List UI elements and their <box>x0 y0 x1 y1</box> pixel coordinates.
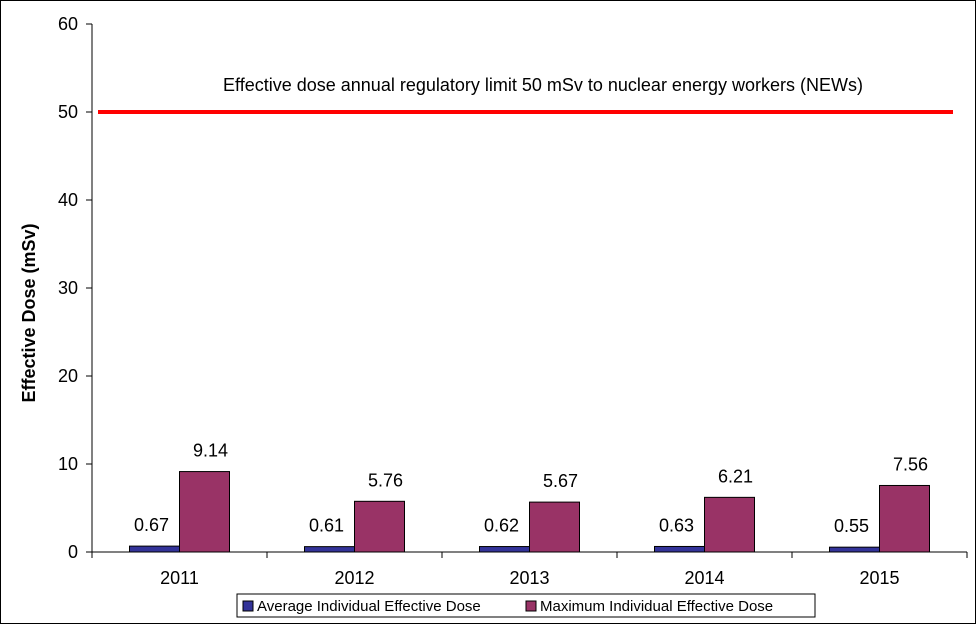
legend-swatch <box>525 600 537 612</box>
data-label: 5.67 <box>543 471 578 491</box>
data-label: 5.76 <box>368 470 403 490</box>
legend-label: Maximum Individual Effective Dose <box>540 598 773 615</box>
bar-average-dose <box>654 545 705 553</box>
bar-maximum-dose <box>704 496 755 553</box>
y-tick-label: 60 <box>58 14 78 34</box>
x-tick-label: 2015 <box>859 568 899 588</box>
regulatory-limit-annotation: Effective dose annual regulatory limit 5… <box>223 75 863 95</box>
y-tick-label: 20 <box>58 366 78 386</box>
legend-swatch <box>242 600 254 612</box>
bar-average-dose <box>829 546 880 553</box>
bars-group <box>129 471 930 553</box>
data-labels-group: 0.67 9.14 0.61 5.76 0.62 5.67 0.63 6.21 0.55 7.56 <box>134 441 928 537</box>
data-label: 0.55 <box>834 516 869 536</box>
x-axis-ticks: 2011 2012 2013 2014 2015 <box>91 552 968 588</box>
bar-maximum-dose <box>529 501 580 553</box>
bar-average-dose <box>129 545 180 553</box>
y-tick-label: 50 <box>58 102 78 122</box>
bar-maximum-dose <box>179 471 230 553</box>
y-tick-label: 0 <box>68 542 78 562</box>
x-tick-label: 2011 <box>160 568 199 588</box>
legend: Average Individual Effective Dose Maximum… <box>236 593 816 618</box>
y-tick-label: 30 <box>58 278 78 298</box>
data-label: 9.14 <box>193 441 228 461</box>
bar-maximum-dose <box>354 500 405 553</box>
legend-label: Average Individual Effective Dose <box>257 598 481 615</box>
data-label: 0.62 <box>484 516 519 536</box>
bar-maximum-dose <box>879 484 930 553</box>
data-label: 7.56 <box>893 454 928 474</box>
bar-average-dose <box>304 546 355 553</box>
y-axis-ticks: 0 10 20 30 40 50 60 <box>58 14 92 562</box>
x-tick-label: 2014 <box>684 568 724 588</box>
data-label: 0.63 <box>659 515 694 535</box>
x-tick-label: 2013 <box>509 568 549 588</box>
data-label: 0.61 <box>309 516 344 536</box>
x-tick-label: 2012 <box>334 568 374 588</box>
y-tick-label: 40 <box>58 190 78 210</box>
y-axis-title: Effective Dose (mSv) <box>19 223 39 402</box>
y-tick-label: 10 <box>58 454 78 474</box>
data-label: 0.67 <box>134 515 169 535</box>
bar-average-dose <box>479 546 530 553</box>
data-label: 6.21 <box>718 466 753 486</box>
